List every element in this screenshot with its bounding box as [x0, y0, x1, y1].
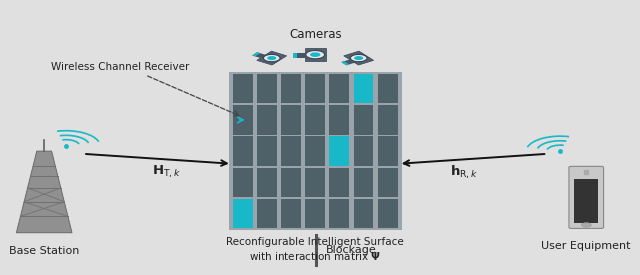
Circle shape [306, 51, 324, 59]
Text: Blockage: Blockage [326, 246, 376, 255]
Bar [281, 136, 301, 166]
Text: $\mathbf{h}_{\mathrm{R},k}$: $\mathbf{h}_{\mathrm{R},k}$ [449, 163, 478, 181]
Bar [330, 168, 349, 197]
Bar [305, 74, 325, 103]
Bar [305, 48, 326, 61]
Bar [353, 74, 373, 103]
Bar [293, 53, 298, 58]
Polygon shape [17, 151, 72, 233]
Bar [378, 74, 397, 103]
Bar [233, 105, 253, 134]
Bar [378, 199, 397, 228]
Bar [330, 199, 349, 228]
Text: $\mathbf{H}_{\mathrm{T},k}$: $\mathbf{H}_{\mathrm{T},k}$ [152, 164, 181, 180]
Bar [281, 199, 301, 228]
Bar [252, 52, 266, 58]
Bar [257, 105, 277, 134]
Bar [293, 53, 305, 58]
Bar [330, 74, 349, 103]
Bar [305, 136, 325, 166]
Bar [353, 199, 373, 228]
Bar [281, 74, 301, 103]
Bar [233, 136, 253, 166]
Bar [353, 105, 373, 134]
Bar [344, 51, 374, 65]
Circle shape [264, 54, 280, 62]
Circle shape [581, 223, 591, 227]
Bar [233, 168, 253, 197]
Bar [353, 136, 373, 166]
Bar [305, 199, 325, 228]
Circle shape [310, 52, 321, 57]
Bar [281, 105, 301, 134]
Bar [233, 74, 253, 103]
Bar [378, 136, 397, 166]
Bar [257, 136, 277, 166]
Text: with interaction matrix $\mathbf{\Psi}$: with interaction matrix $\mathbf{\Psi}$ [249, 251, 381, 262]
Bar [305, 105, 325, 134]
Circle shape [350, 54, 367, 62]
FancyBboxPatch shape [569, 166, 604, 229]
Bar [330, 105, 349, 134]
Circle shape [354, 56, 364, 60]
Bar [330, 136, 349, 166]
Bar [257, 168, 277, 197]
Text: Cameras: Cameras [289, 28, 342, 41]
Bar [305, 168, 325, 197]
Bar [228, 72, 402, 230]
Bar [257, 199, 277, 228]
Text: Wireless Channel Receiver: Wireless Channel Receiver [51, 62, 189, 72]
Bar [341, 59, 355, 65]
Bar [281, 168, 301, 197]
Bar [575, 179, 598, 222]
Text: Reconfigurable Intelligent Surface: Reconfigurable Intelligent Surface [227, 237, 404, 247]
Bar [257, 51, 287, 65]
Text: Base Station: Base Station [9, 246, 79, 256]
Bar [378, 168, 397, 197]
Bar [353, 168, 373, 197]
Circle shape [267, 56, 276, 60]
Bar [378, 105, 397, 134]
Bar [341, 61, 349, 65]
Bar [257, 74, 277, 103]
Text: User Equipment: User Equipment [541, 241, 631, 251]
Bar [233, 199, 253, 228]
Bar [252, 52, 260, 56]
